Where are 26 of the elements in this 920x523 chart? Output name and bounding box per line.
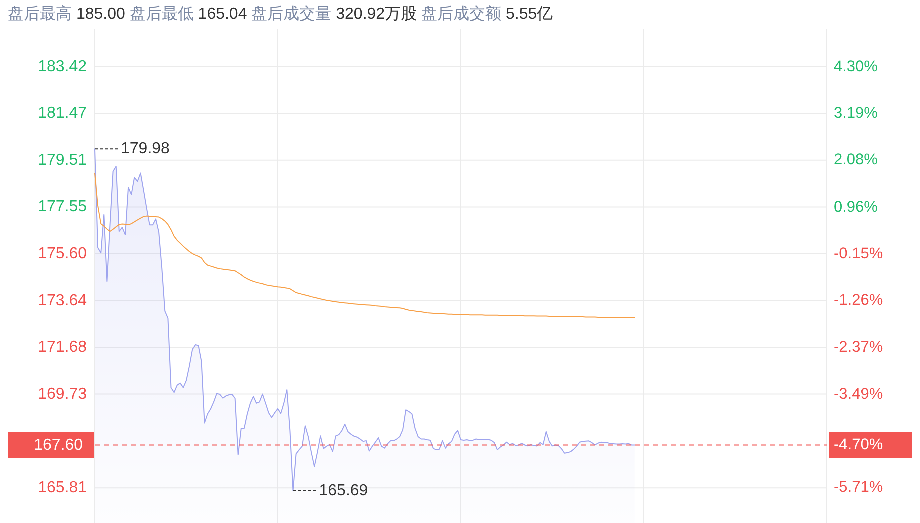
y-tick-label: 165.81 (38, 480, 88, 497)
y-tick-label: 169.73 (38, 386, 88, 403)
y2-tick: -3.49% (834, 386, 884, 403)
y2-tick: 3.19% (834, 105, 878, 122)
y-tick-label: 175.60 (38, 245, 88, 262)
y-tick-label: 177.55 (38, 198, 88, 216)
y-tick-label: 171.68 (38, 339, 88, 356)
annotation: 165.69 (292, 482, 368, 500)
annotation: 179.98 (121, 140, 170, 158)
y2-tick: -2.37% (834, 338, 884, 356)
annotation: 165.69 (319, 482, 368, 500)
line-series (94, 172, 636, 318)
y-tick-label: 179.51 (38, 152, 88, 169)
y2-tick: -5.71% (834, 479, 884, 496)
y-tick-label: 183.42 (38, 58, 88, 76)
ref-line-label: 167.60 (34, 436, 84, 454)
y2-tick: 2.08% (834, 152, 878, 169)
chart-title: 盘后最高 185.00 盘后最低 165.04 盘后成交量 320.92万股 盘后成交额 5.55亿 (8, 4, 554, 22)
y2-tick-label: -4.70% (834, 436, 884, 454)
y-tick-label: 181.47 (38, 104, 88, 122)
y-tick-label: 173.64 (38, 292, 88, 310)
y2-tick: 0.96% (834, 198, 878, 216)
y2-tick: -0.15% (834, 245, 884, 262)
y2-tick: 4.30% (834, 58, 878, 76)
y2-tick: -1.26% (834, 292, 884, 310)
annotation: 179.98 (94, 140, 170, 158)
